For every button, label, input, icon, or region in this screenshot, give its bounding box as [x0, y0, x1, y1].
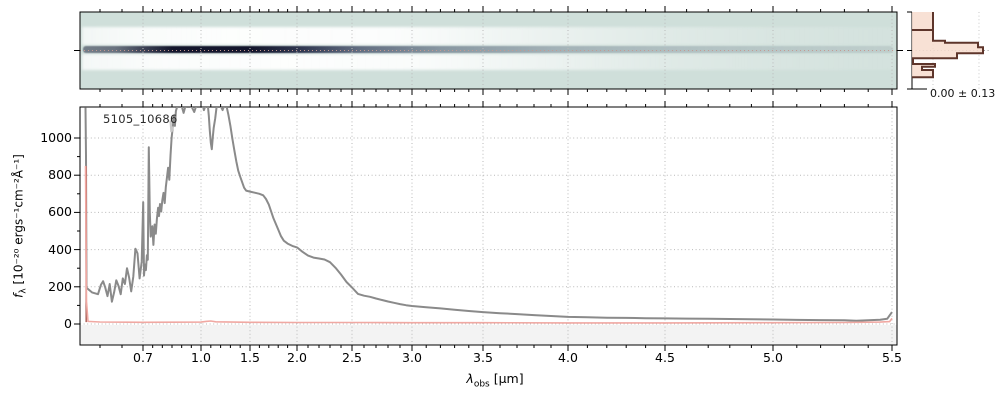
spatial-profile-plot	[912, 12, 984, 79]
profile-curve	[912, 12, 984, 79]
2d-source-trace	[83, 46, 893, 53]
source-id-label: 5105_10686	[103, 112, 178, 126]
flux-symbol: f	[11, 293, 26, 298]
x-tick-label: 5.5	[882, 350, 902, 365]
y-tick-label: 0	[64, 316, 72, 331]
x-tick-label: 4.5	[655, 350, 675, 365]
y-tick-label: 800	[48, 167, 72, 183]
uncertainty-curve	[84, 165, 893, 324]
x-tick-label: 3.0	[402, 350, 422, 365]
y-tick-label: 400	[48, 241, 72, 257]
below-zero-shade	[80, 325, 897, 345]
lambda-symbol: λ	[466, 371, 474, 386]
1d-panel-frame	[79, 106, 898, 346]
negative-band-lower	[82, 54, 895, 70]
spectrum-curves	[84, 107, 893, 324]
x-tick-label: 5.0	[763, 350, 783, 365]
y-tick-label: 600	[48, 204, 72, 220]
x-axis-label: λobs [μm]	[420, 371, 570, 390]
masked-segment	[169, 120, 175, 133]
y-tick-label: 200	[48, 278, 72, 294]
x-tick-label: 2.5	[342, 350, 362, 365]
negative-band-upper	[82, 27, 895, 45]
x-tick-label: 4.0	[558, 350, 578, 365]
x-tick-label: 1.5	[240, 350, 260, 365]
2d-panel-frame	[79, 11, 898, 90]
y-tick-label: 1000	[40, 130, 72, 145]
x-axis-label-sub: obs	[473, 379, 490, 390]
x-tick-label: 3.5	[473, 350, 493, 365]
x-tick-label: 1.0	[191, 350, 211, 365]
x-tick-label: 0.7	[133, 350, 153, 365]
flux-curve	[84, 107, 893, 322]
profile-stat-label: 0.00 ± 0.13	[930, 87, 996, 100]
profile-fill	[912, 12, 983, 78]
x-axis-label-unit: [μm]	[489, 371, 524, 386]
x-tick-label: 2.0	[287, 350, 307, 365]
